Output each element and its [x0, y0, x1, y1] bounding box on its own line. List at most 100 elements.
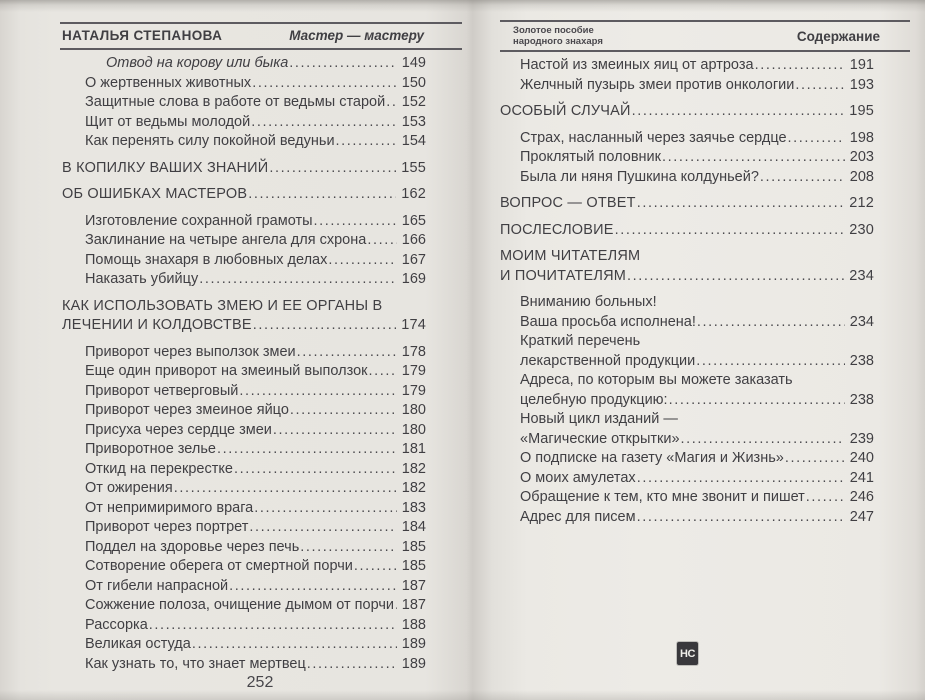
- toc-entry: Великая остуда 189: [62, 635, 426, 655]
- book-title-line1: Золотое пособие: [513, 25, 594, 36]
- dot-leader: [307, 655, 397, 675]
- toc-row: Изготовление сохранной грамоты 165: [85, 212, 426, 232]
- dot-leader: [149, 616, 397, 636]
- toc-entry: Адрес для писем 247: [500, 508, 874, 528]
- toc-row: О подписке на газету «Магия и Жизнь» 240: [520, 449, 874, 469]
- toc-row: Откид на перекрестке 182: [85, 460, 426, 480]
- toc-entry-page: 182: [401, 480, 426, 496]
- toc-entry-page: 189: [401, 636, 426, 652]
- toc-entry-page: 234: [849, 313, 874, 330]
- toc-row: Присуха через сердце змеи 180: [85, 421, 426, 441]
- toc-entry-page: 154: [401, 133, 426, 149]
- dot-leader: [354, 557, 397, 577]
- toc-entry-title: Была ли няня Пушкина колдуньей?: [520, 168, 759, 185]
- toc-row: Помощь знахаря в любовных делах 167: [85, 251, 426, 271]
- toc-entry: Рассорка 188: [62, 616, 426, 636]
- toc-entry-title: Настой из змеиных яиц от артроза: [520, 57, 754, 73]
- dot-leader: [637, 508, 845, 528]
- toc-entry-page: 208: [849, 168, 874, 185]
- toc-entry-page: 162: [401, 186, 426, 202]
- toc-entry-page: 182: [401, 460, 426, 477]
- toc-entry: Новый цикл изданий — «Магические открытки…: [500, 410, 874, 449]
- toc-entry: Отвод на корову или быка 149: [62, 54, 426, 74]
- toc-entry-title: О жертвенных животных: [85, 74, 252, 91]
- toc-row: Обращение к тем, кто мне звонит и пишет 2…: [520, 488, 874, 508]
- toc-row: О моих амулетах 241: [520, 469, 874, 489]
- toc-row: Заклинание на четыре ангела для схрона 16…: [85, 231, 426, 251]
- toc-row: Приворот через портрет 184: [85, 518, 426, 538]
- toc-row: Сожжение полоза, очищение дымом от порчи…: [85, 596, 426, 616]
- toc-entry-title: О моих амулетах: [520, 469, 636, 486]
- toc-row: Еще один приворот на змеиный выползок 179: [85, 362, 426, 382]
- toc-entry-title: Новый цикл изданий —: [520, 411, 678, 427]
- toc-entry-title: От гибели напрасной: [85, 577, 229, 594]
- toc-row: Великая остуда 189: [85, 635, 426, 655]
- toc-entry-title: Адрес для писем: [520, 508, 636, 525]
- toc-entry-title: МОИМ ЧИТАТЕЛЯМ: [500, 248, 641, 264]
- toc-entry-title: Как перенять силу покойной ведуньи: [85, 133, 335, 149]
- dot-leader: [696, 352, 845, 372]
- toc-row: От ожирения 182: [85, 479, 426, 499]
- toc-entry: Вниманию больных! Ваша просьба исполнена!…: [500, 293, 874, 332]
- dot-leader: [254, 499, 397, 519]
- toc-entry: Откид на перекрестке 182: [62, 460, 426, 480]
- toc-row: Приворот четверговый 179: [85, 382, 426, 402]
- toc-entry: Еще один приворот на змеиный выползок 179: [62, 362, 426, 382]
- toc-entry-page: 241: [849, 469, 874, 486]
- dot-leader: [785, 449, 845, 469]
- dot-leader: [395, 596, 397, 616]
- right-page: Золотое пособие народного знахаря Содерж…: [500, 20, 910, 682]
- toc-entry-title: Присуха через сердце змеи: [85, 421, 272, 438]
- toc-entry: О моих амулетах 241: [500, 469, 874, 489]
- toc-entry-title: Великая остуда: [85, 636, 191, 652]
- toc-entry-title: ВОПРОС — ОТВЕТ: [500, 195, 636, 211]
- page-number: 252: [246, 674, 274, 691]
- toc-entry: В КОПИЛКУ ВАШИХ ЗНАНИЙ 155: [62, 159, 426, 179]
- toc-entry-title: Отвод на корову или быка: [106, 55, 289, 71]
- dot-leader: [681, 430, 845, 450]
- dot-leader: [755, 56, 845, 76]
- toc-entry-title: «Магические открытки»: [520, 430, 680, 447]
- toc-entry-page: 247: [849, 508, 874, 525]
- toc-entry: Была ли няня Пушкина колдуньей? 208: [500, 168, 874, 188]
- dot-leader: [806, 488, 845, 508]
- toc-entry-page: 185: [401, 538, 426, 555]
- toc-entry-title: Приворот через змеиное яйцо: [85, 402, 289, 418]
- toc-entry-title: От ожирения: [85, 480, 173, 496]
- toc-row: Защитные слова в работе от ведьмы старой…: [85, 93, 426, 113]
- toc-entry-title: Как узнать то, что знает мертвец: [85, 655, 306, 672]
- toc-entry: От гибели напрасной 187: [62, 577, 426, 597]
- toc-entry-title: Адреса, по которым вы можете заказать: [520, 372, 793, 388]
- toc-entry-page: 230: [849, 221, 874, 238]
- dot-leader: [627, 267, 844, 287]
- toc-entry-page: 189: [401, 655, 426, 672]
- dot-leader: [229, 577, 397, 597]
- toc-entry-title: лекарственной продукции: [520, 352, 696, 369]
- toc-entry-page: 155: [401, 159, 426, 176]
- toc-entry-title: Рассорка: [85, 616, 148, 633]
- toc-entry-title: ПОСЛЕСЛОВИЕ: [500, 221, 614, 238]
- toc-entry-page: 167: [401, 251, 426, 268]
- toc-row: Адреса, по которым вы можете заказать: [520, 371, 874, 391]
- toc-entry: Сожжение полоза, очищение дымом от порчи…: [62, 596, 426, 616]
- toc-row: Желчный пузырь змеи против онкологии 193: [520, 76, 874, 96]
- dot-leader: [249, 518, 396, 538]
- toc-entry-page: 178: [401, 343, 426, 360]
- toc-row: Настой из змеиных яиц от артроза 191: [520, 56, 874, 76]
- toc-row: Сотворение оберега от смертной порчи 185: [85, 557, 426, 577]
- toc-entry: Настой из змеиных яиц от артроза 191: [500, 56, 874, 76]
- toc-entry: Желчный пузырь змеи против онкологии 193: [500, 76, 874, 96]
- toc-entry: Приворот четверговый 179: [62, 382, 426, 402]
- toc-entry: КАК ИСПОЛЬЗОВАТЬ ЗМЕЮ И ЕЕ ОРГАНЫ В ЛЕЧЕН…: [62, 297, 426, 336]
- toc-entry: ПОСЛЕСЛОВИЕ 230: [500, 221, 874, 241]
- dot-leader: [615, 221, 845, 241]
- toc-entry-page: 246: [849, 489, 874, 505]
- right-page-header: Золотое пособие народного знахаря Содерж…: [500, 20, 910, 52]
- toc-entry: О подписке на газету «Магия и Жизнь» 240: [500, 449, 874, 469]
- dot-leader: [669, 391, 845, 411]
- dot-leader: [192, 635, 397, 655]
- toc-row: От гибели напрасной 187: [85, 577, 426, 597]
- dot-leader: [788, 129, 845, 149]
- toc-row: ПОСЛЕСЛОВИЕ 230: [500, 221, 874, 241]
- toc-entry: ОБ ОШИБКАХ МАСТЕРОВ 162: [62, 185, 426, 205]
